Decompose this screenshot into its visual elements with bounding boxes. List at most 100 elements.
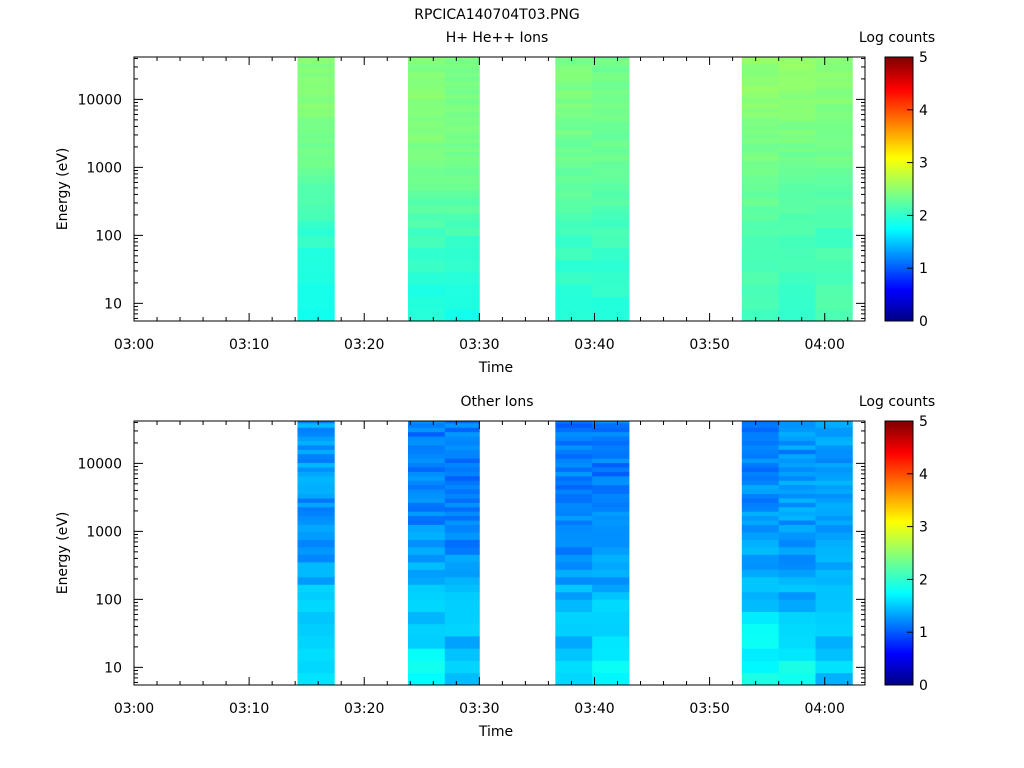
- colorbar-swatch: [885, 261, 913, 264]
- colorbar-swatch: [885, 563, 913, 566]
- colorbar-swatch: [885, 197, 913, 200]
- spectrogram-cell: [444, 436, 480, 441]
- panel-h-he-ions: H+ He++ Ions Log counts 03:00 03:10 03:20 0…: [55, 30, 935, 376]
- y-tick-label: 10: [104, 296, 122, 312]
- spectrogram-cell: [297, 493, 335, 499]
- spectrogram-cell: [407, 672, 446, 686]
- spectrogram-cell: [555, 484, 593, 490]
- spectrogram-cell: [815, 151, 853, 157]
- spectrogram-cell: [297, 599, 335, 612]
- spectrogram-cell: [555, 125, 593, 131]
- spectrogram-cell: [778, 125, 816, 131]
- spectrogram-cell: [741, 147, 780, 153]
- panel-other-ions: Other Ions Log counts 03:00 03:10 03:20 03:…: [55, 394, 935, 740]
- colorbar-swatch: [885, 271, 913, 275]
- colorbar-swatch: [885, 513, 913, 517]
- spectrogram-cell: [815, 431, 853, 437]
- spectrogram-cell: [815, 636, 853, 649]
- colorbar-swatch: [885, 499, 913, 502]
- spectrogram-cell: [444, 569, 480, 578]
- spectrogram-cell: [815, 80, 853, 86]
- spectrogram-cell: [778, 511, 816, 517]
- spectrogram-cell: [297, 636, 335, 649]
- spectrogram-cell: [555, 142, 593, 148]
- colorbar-swatch: [885, 110, 913, 114]
- spectrogram-cell: [444, 506, 480, 512]
- spectrogram-cell: [444, 235, 480, 248]
- spectrogram-cell: [444, 107, 480, 113]
- spectrogram-cell: [444, 125, 480, 131]
- spectrogram-cell: [778, 611, 816, 625]
- spectrogram-cell: [297, 272, 335, 285]
- spectrogram-cell: [815, 190, 853, 199]
- colorbar-swatch: [885, 162, 913, 165]
- spectrogram-cell: [444, 532, 480, 540]
- spectrogram-cell: [741, 636, 780, 649]
- spectrogram-cell: [741, 220, 780, 229]
- colorbar-swatch: [885, 236, 913, 239]
- spectrogram-cell: [592, 436, 630, 441]
- spectrogram-cell: [407, 151, 446, 157]
- spectrogram-cell: [297, 116, 335, 122]
- spectrogram-cell: [778, 147, 816, 153]
- spectrogram-cell: [444, 462, 480, 468]
- spectrogram-cell: [778, 160, 816, 169]
- colorbar-swatch: [885, 244, 913, 248]
- spectrogram-cell: [741, 168, 780, 176]
- colorbar-swatch: [885, 534, 913, 537]
- colorbar-swatch: [885, 616, 913, 620]
- spectrogram-cell: [592, 458, 630, 464]
- colorbar-swatch: [885, 614, 913, 618]
- spectrogram-cell: [592, 569, 630, 578]
- colorbar-swatch: [885, 569, 913, 573]
- spectrogram-cell: [778, 599, 816, 612]
- colorbar-swatch: [885, 542, 913, 546]
- colorbar-tick-label: 3: [919, 156, 928, 172]
- spectrogram-cell: [555, 672, 593, 686]
- time-column: [444, 421, 480, 686]
- spectrogram-cell: [555, 212, 593, 221]
- spectrogram-cell: [815, 506, 853, 512]
- spectrogram-cell: [778, 151, 816, 157]
- colorbar-swatch: [885, 487, 913, 490]
- spectrogram-cell: [297, 431, 335, 437]
- colorbar-label: Log counts: [859, 30, 935, 46]
- spectrogram-cell: [592, 475, 630, 481]
- spectrogram-cell: [815, 484, 853, 490]
- colorbar-swatch: [885, 600, 913, 603]
- colorbar-swatch: [885, 149, 913, 153]
- spectrogram-cell: [297, 546, 335, 555]
- spectrogram-cell: [592, 151, 630, 157]
- spectrogram-cell: [741, 431, 780, 437]
- spectrogram-cell: [741, 515, 780, 521]
- spectrogram-cell: [592, 296, 630, 310]
- time-column: [407, 421, 446, 686]
- spectrogram-cell: [778, 471, 816, 477]
- colorbar-swatch: [885, 180, 913, 184]
- spectrogram-cell: [297, 58, 335, 64]
- colorbar-swatch: [885, 242, 913, 246]
- time-column: [297, 57, 335, 322]
- spectrogram-cell: [444, 103, 480, 108]
- time-column: [778, 57, 816, 322]
- spectrogram-cell: [592, 168, 630, 176]
- spectrogram-cell: [297, 296, 335, 310]
- spectrogram-cell: [555, 85, 593, 91]
- colorbar-swatch: [885, 306, 913, 310]
- spectrogram-cell: [592, 80, 630, 86]
- colorbar-swatch: [885, 112, 913, 116]
- spectrogram-cell: [297, 125, 335, 131]
- colorbar-swatch: [885, 647, 913, 651]
- spectrogram-cell: [407, 440, 446, 446]
- spectrogram-cell: [555, 648, 593, 661]
- spectrogram-cell: [778, 462, 816, 468]
- spectrogram-cell: [741, 532, 780, 540]
- spectrogram-cell: [592, 76, 630, 82]
- colorbar-swatch: [885, 623, 913, 626]
- colorbar-frame: [884, 56, 914, 322]
- spectrogram-cell: [778, 584, 816, 593]
- colorbar-swatch: [885, 649, 913, 653]
- spectrogram-cell: [778, 94, 816, 100]
- spectrogram-cell: [555, 623, 593, 637]
- colorbar-swatch: [885, 135, 913, 138]
